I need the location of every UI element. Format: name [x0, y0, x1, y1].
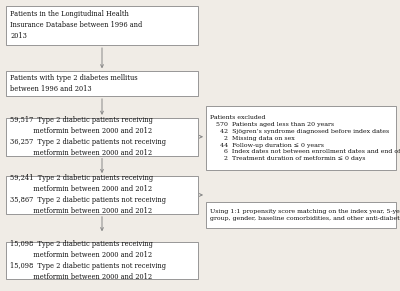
- FancyBboxPatch shape: [206, 106, 396, 170]
- FancyBboxPatch shape: [6, 118, 198, 156]
- FancyBboxPatch shape: [6, 6, 198, 45]
- FancyBboxPatch shape: [6, 71, 198, 96]
- Text: Patients in the Longitudinal Health
Insurance Database between 1996 and
2013: Patients in the Longitudinal Health Insu…: [10, 10, 142, 40]
- FancyBboxPatch shape: [6, 242, 198, 279]
- Text: 59,517  Type 2 diabetic patients receiving
           metformin between 2000 and: 59,517 Type 2 diabetic patients receivin…: [10, 116, 166, 157]
- Text: 59,241  Type 2 diabetic patients receiving
           metformin between 2000 and: 59,241 Type 2 diabetic patients receivin…: [10, 175, 166, 215]
- Text: Using 1:1 propensity score matching on the index year, 5-year age
group, gender,: Using 1:1 propensity score matching on t…: [210, 210, 400, 221]
- FancyBboxPatch shape: [6, 176, 198, 214]
- FancyBboxPatch shape: [206, 202, 396, 228]
- Text: Patients with type 2 diabetes mellitus
between 1996 and 2013: Patients with type 2 diabetes mellitus b…: [10, 74, 138, 93]
- Text: Patients excluded
   570  Patients aged less than 20 years
     42  Sjögren’s sy: Patients excluded 570 Patients aged less…: [210, 115, 400, 161]
- Text: 15,098  Type 2 diabetic patients receiving
           metformin between 2000 and: 15,098 Type 2 diabetic patients receivin…: [10, 240, 166, 281]
